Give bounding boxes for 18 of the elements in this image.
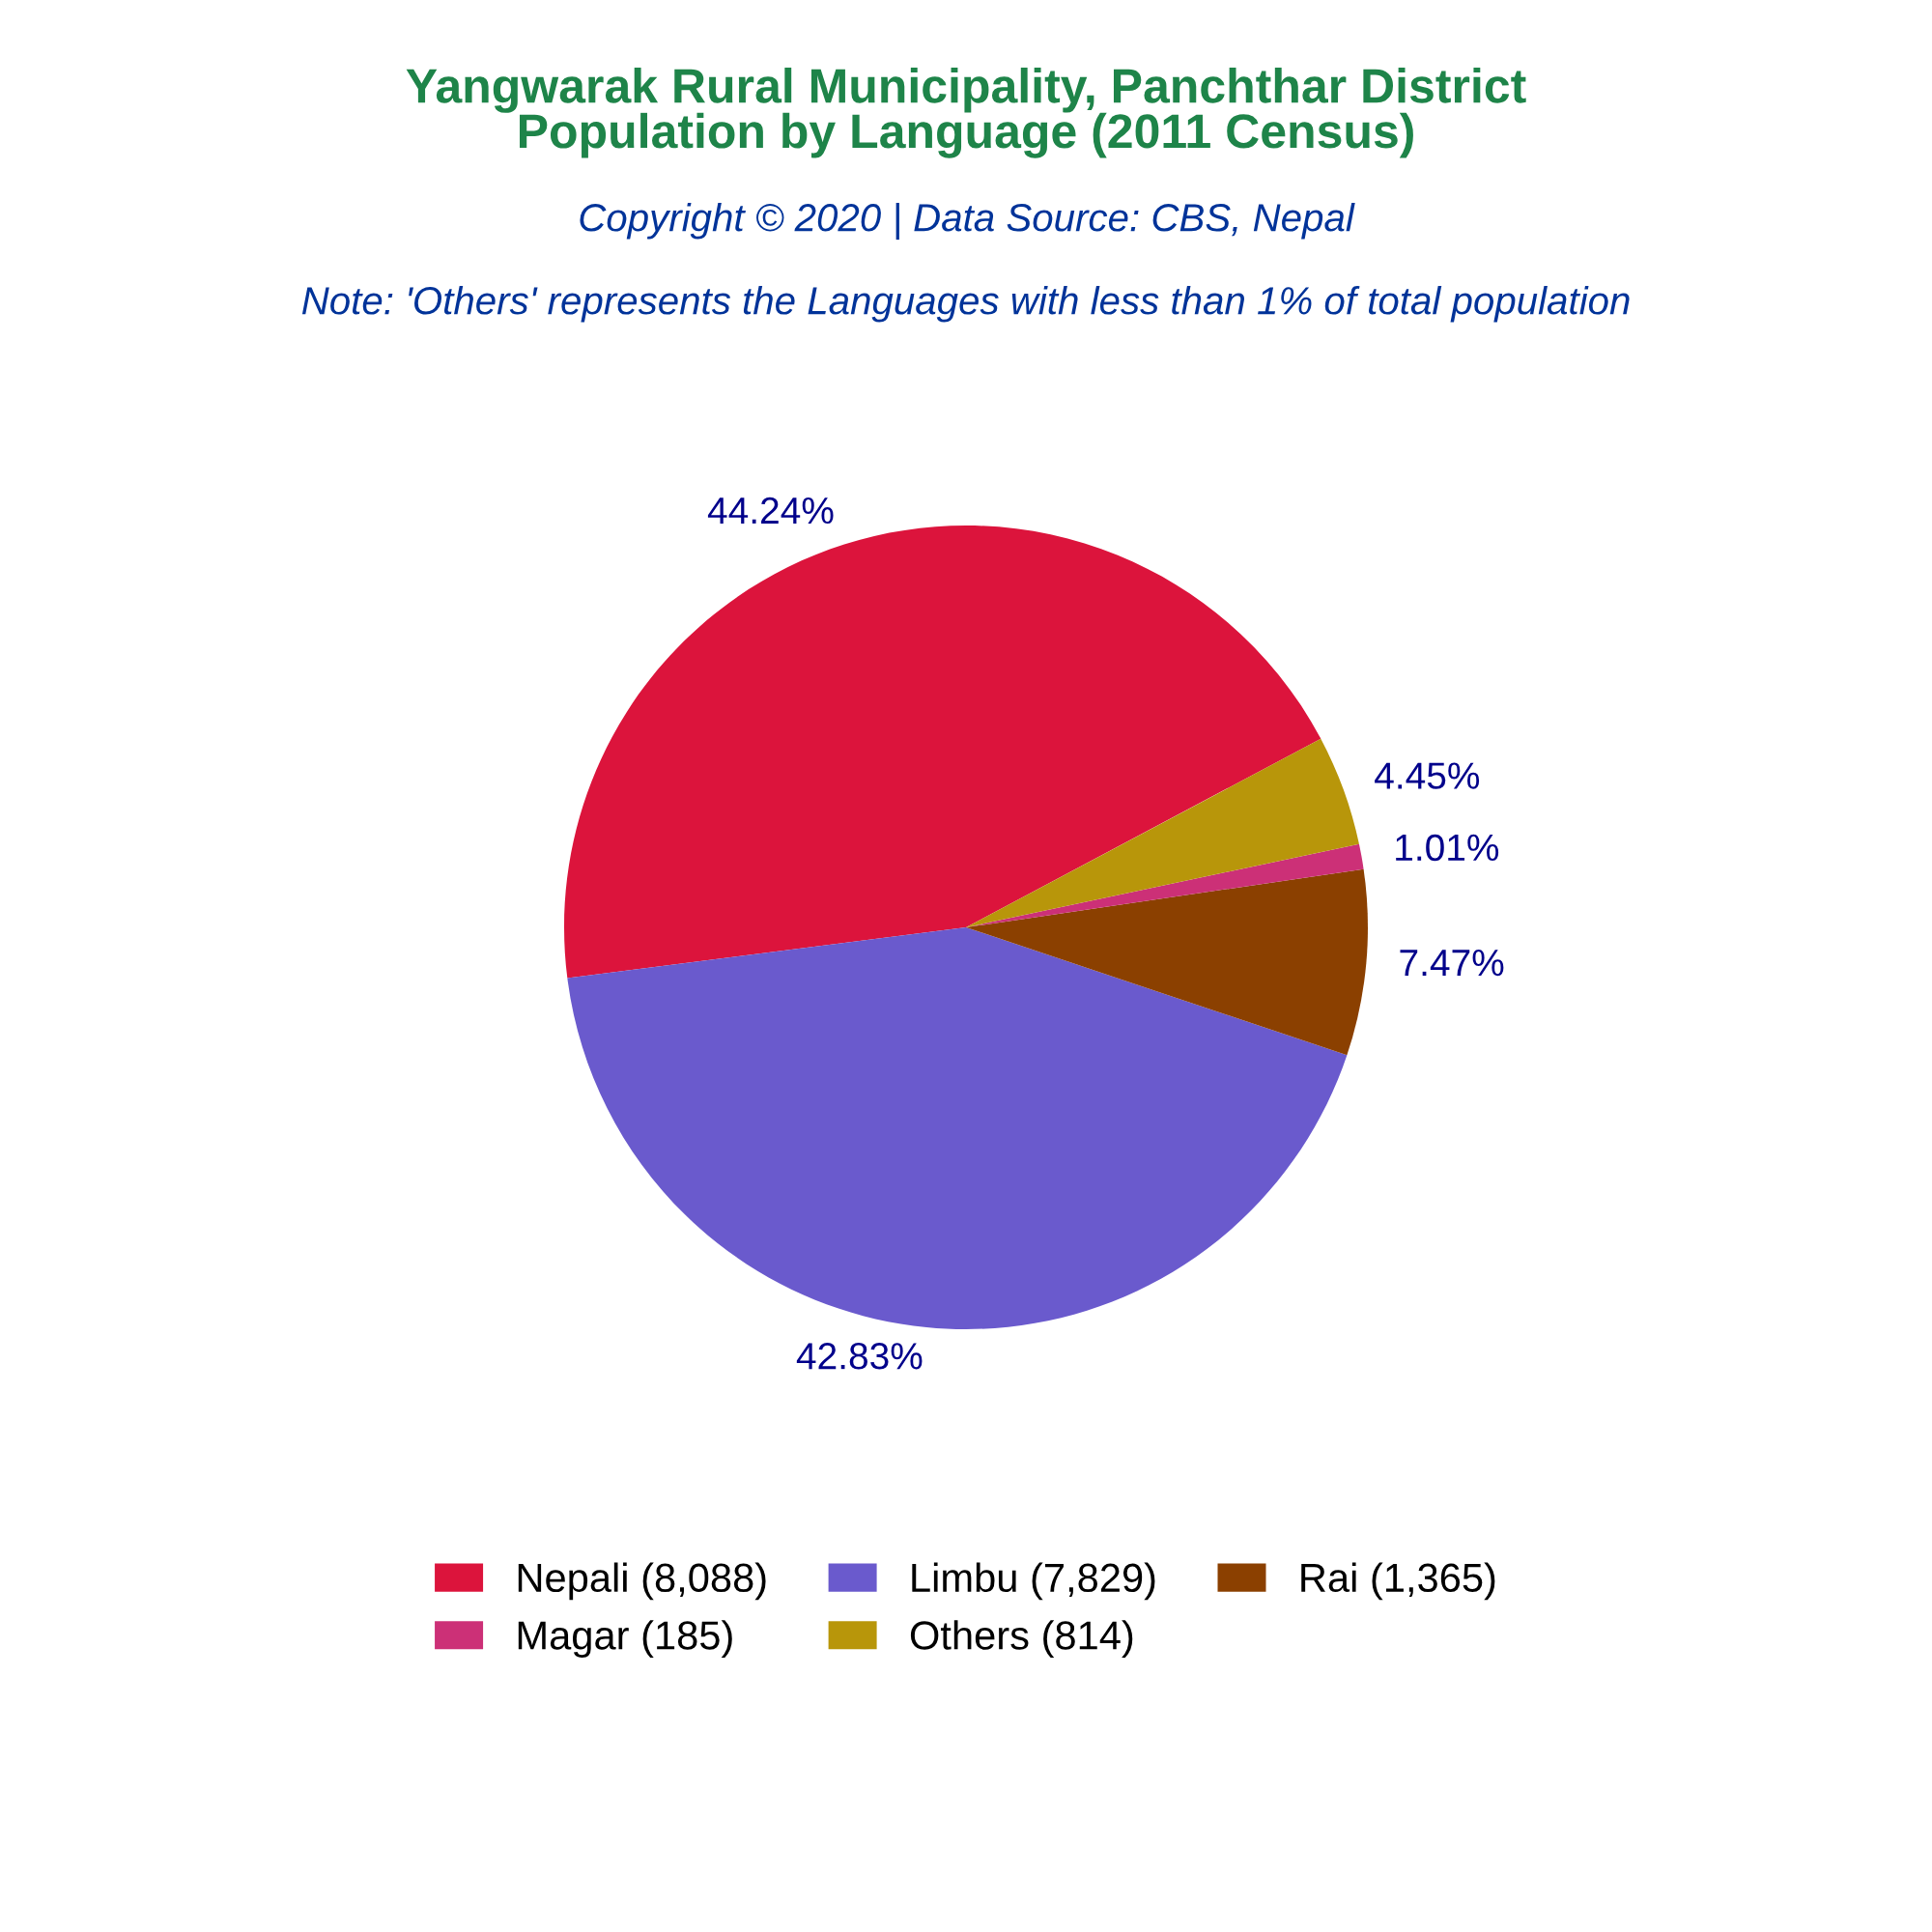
chart-subtitle: Copyright © 2020 | Data Source: CBS, Nepal: [580, 203, 1355, 241]
legend-label: Magar (185): [518, 1620, 732, 1659]
chart-title: Yangwarak Rural Municipality, Panchthar District Population by Language (2011 Census): [406, 68, 1526, 158]
legend-label: Nepali (8,088): [518, 1562, 766, 1601]
data-label: 44.24%: [707, 497, 834, 525]
pie-slice: [966, 738, 1359, 927]
data-label: 4.45%: [1375, 762, 1480, 789]
data-label: 1.01%: [1396, 834, 1499, 862]
legend-label: Limbu (7,829): [912, 1562, 1155, 1601]
data-label: 42.83%: [796, 1343, 923, 1370]
data-label: 7.47%: [1400, 950, 1504, 977]
legend-label: Others (814): [910, 1620, 1133, 1658]
pie-slice: [567, 927, 1348, 1329]
pie-slice: [564, 526, 1321, 979]
legend-label: Rai (1,365): [1301, 1562, 1495, 1601]
pie-slice: [966, 868, 1368, 1056]
text: Note: 'Others' represents the Languages with less than 1% of total population: [301, 286, 1630, 323]
pie-slice: [966, 843, 1364, 927]
